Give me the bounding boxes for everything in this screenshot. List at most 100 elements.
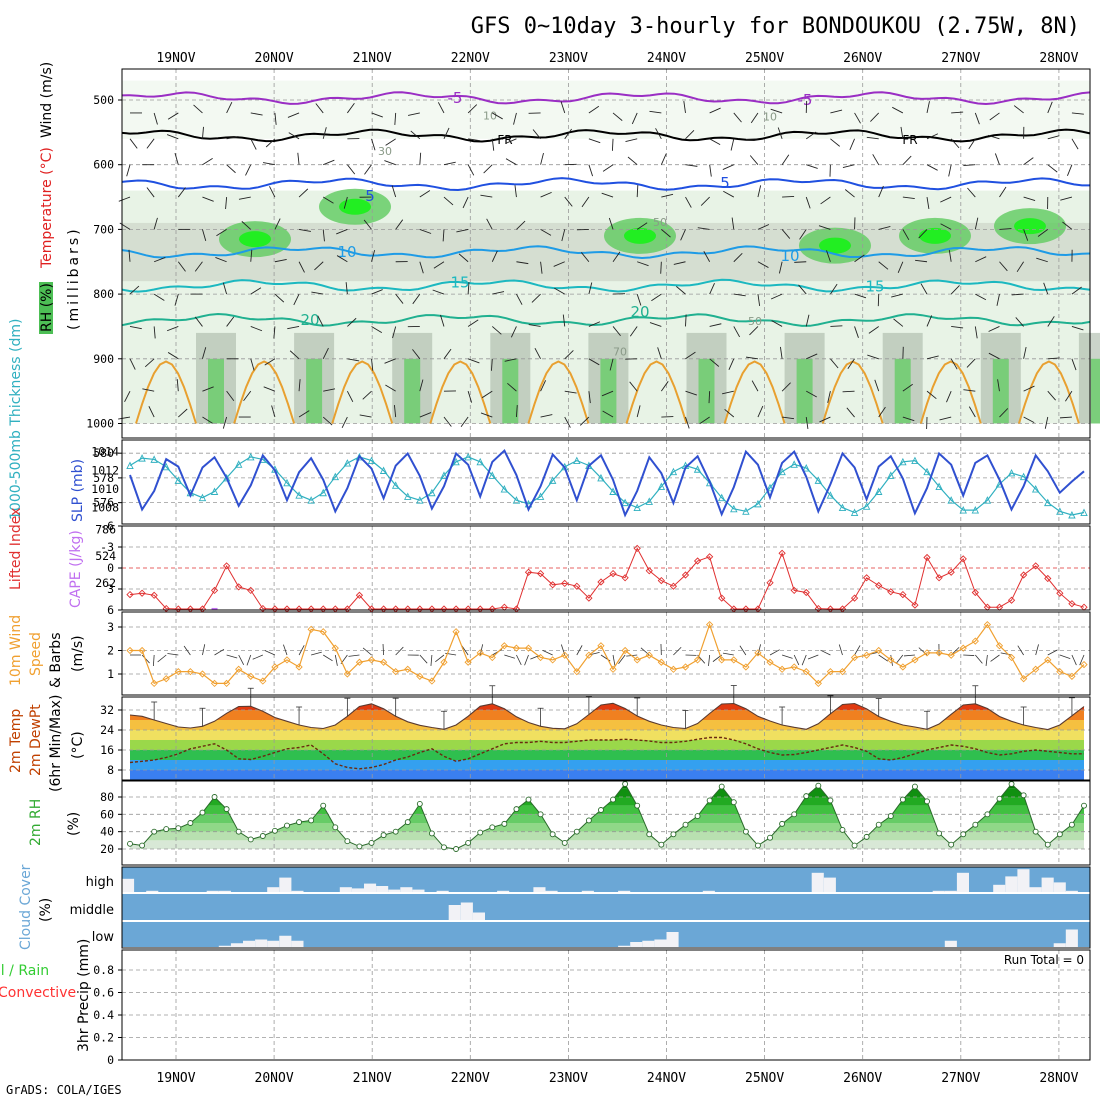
wind-barb (298, 410, 310, 418)
rh-blob-core (624, 227, 656, 244)
tick-label: 0 (107, 561, 114, 575)
wind-barb (384, 160, 396, 166)
wind-barb (897, 261, 904, 273)
wind-barb (866, 136, 879, 140)
wind-barb (588, 282, 593, 295)
wind-barb (298, 645, 305, 656)
rh-marker (163, 826, 170, 833)
wind-barb (685, 314, 687, 327)
wind-barb (872, 154, 880, 165)
date-tick-label-bottom: 21NOV (353, 1071, 392, 1086)
wind-barb (854, 645, 861, 656)
wind-barb (975, 256, 987, 263)
cloud-bar (291, 940, 304, 947)
rh-marker (706, 797, 713, 804)
thickness-marker (971, 506, 980, 514)
thickness-marker (935, 482, 943, 491)
p7-label-a: Cloud Cover (18, 864, 34, 950)
wind-barb (322, 347, 329, 359)
lifted-index-marker (802, 588, 810, 597)
wind-barb (1016, 261, 1024, 273)
wind-speed-marker (428, 677, 436, 685)
temp-band (130, 710, 1084, 720)
lifted-index-marker (911, 601, 919, 609)
wind-barb (283, 644, 288, 656)
lifted-index-marker (1044, 574, 1052, 583)
rh-marker (465, 839, 472, 846)
cloud-bar (702, 890, 715, 892)
wind-barb (728, 358, 735, 370)
tick-label: 6 (107, 603, 114, 617)
thickness-marker (464, 452, 472, 461)
rh-marker (404, 819, 411, 826)
slp-tick-label: 1008 (91, 501, 119, 515)
wind-barb (174, 293, 179, 306)
wind-barb (467, 282, 470, 295)
tick-label: 16 (100, 743, 114, 757)
cloud-bar (545, 890, 558, 892)
wind-barb (561, 229, 566, 242)
warm-contour (331, 360, 394, 424)
tick-label: 40 (100, 825, 114, 839)
lifted-index-marker (887, 588, 895, 596)
wind-barb (842, 164, 855, 169)
wind-speed-marker (971, 637, 979, 645)
wind-barb (216, 229, 227, 237)
wind-barb (838, 644, 843, 656)
credit: GrADS: COLA/IGES (6, 1083, 122, 1097)
wind-barb (948, 164, 952, 177)
thickness-marker (790, 460, 798, 468)
wind-barb (673, 646, 682, 656)
lifted-index-marker (597, 578, 605, 586)
thickness-marker (633, 503, 641, 512)
wind-barb (700, 196, 710, 206)
rh-marker (887, 813, 894, 820)
cloud-bar (267, 940, 280, 947)
cloud-bar (1017, 869, 1030, 892)
cloud-bar (448, 905, 461, 920)
wind-barb (504, 654, 515, 659)
wind-barb (1062, 221, 1073, 230)
wind-barb (322, 196, 334, 204)
wind-barb (394, 112, 397, 125)
wind-barb (467, 358, 480, 364)
temp-band (130, 750, 1084, 760)
wind-barb (854, 293, 867, 299)
thickness-marker (210, 487, 219, 495)
rh-marker (489, 824, 496, 831)
rh-marker (585, 817, 592, 824)
wind-speed-marker (536, 653, 545, 662)
wind-barb (892, 106, 904, 114)
wind-barb (985, 654, 988, 666)
wind-barb (1065, 390, 1073, 402)
wind-barb (724, 408, 735, 418)
wind-barb (564, 350, 574, 360)
temp-band (130, 760, 1084, 770)
wind-barb (524, 654, 529, 666)
cloud-background (122, 867, 1090, 948)
wind-barb (636, 293, 642, 306)
wind-barb (902, 383, 913, 392)
lifted-index-marker (355, 591, 364, 599)
warm-contour (723, 360, 786, 424)
contour-label: -5 (448, 89, 463, 107)
cape-tick-label: 786 (95, 522, 116, 536)
wind-barb (1079, 654, 1085, 666)
wind-barb (226, 164, 236, 174)
wind-barb (371, 326, 383, 334)
panel-frame (121, 68, 1091, 439)
wind-barb (968, 406, 976, 418)
wind-barb (467, 104, 478, 114)
wind-barb (443, 416, 452, 427)
rh-marker (392, 828, 399, 835)
lifted-index-marker (959, 555, 967, 563)
wind-barb (194, 316, 203, 327)
cloud-bar (230, 943, 243, 947)
wind-barb (250, 112, 263, 116)
rh-marker (936, 830, 943, 837)
wind-barb (895, 654, 904, 664)
wind-barb (480, 194, 493, 198)
wind-barb (412, 293, 421, 305)
rh-marker (622, 781, 629, 787)
thickness-marker (391, 481, 400, 489)
